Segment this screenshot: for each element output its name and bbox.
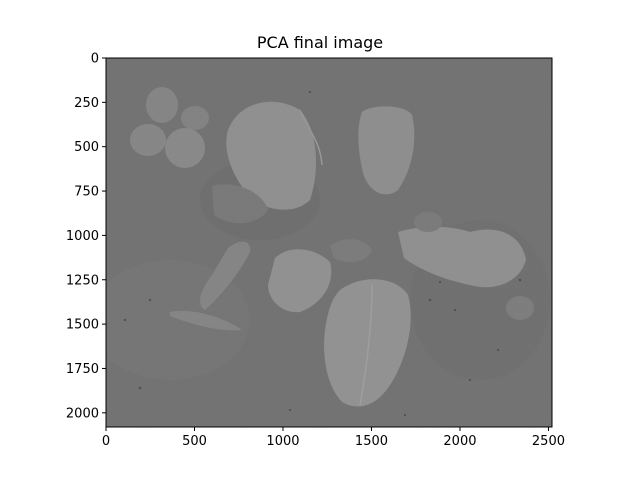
- y-tick-label: 1000: [66, 229, 99, 244]
- pca-image: [106, 58, 552, 427]
- y-tick-label: 750: [74, 185, 99, 200]
- axes-frame: [105, 57, 553, 428]
- y-tick-label: 1750: [66, 362, 99, 377]
- x-tick-label: 1000: [266, 434, 299, 449]
- x-axis: 0 500 1000 1500 2000 2500: [102, 427, 565, 449]
- x-tick-label: 0: [102, 434, 110, 449]
- x-tick-label: 2000: [443, 434, 476, 449]
- y-tick-label: 1250: [66, 273, 99, 288]
- x-tick-label: 1500: [355, 434, 388, 449]
- x-tick-label: 2500: [532, 434, 565, 449]
- y-tick-label: 250: [74, 96, 99, 111]
- y-tick-label: 0: [91, 52, 99, 67]
- y-tick-label: 500: [74, 140, 99, 155]
- x-tick-label: 500: [182, 434, 207, 449]
- y-axis: 0 250 500 750 1000 1250 1500 1750 2000: [66, 52, 106, 421]
- y-tick-label: 2000: [66, 406, 99, 421]
- y-tick-label: 1500: [66, 318, 99, 333]
- plot-title: PCA final image: [256, 33, 384, 52]
